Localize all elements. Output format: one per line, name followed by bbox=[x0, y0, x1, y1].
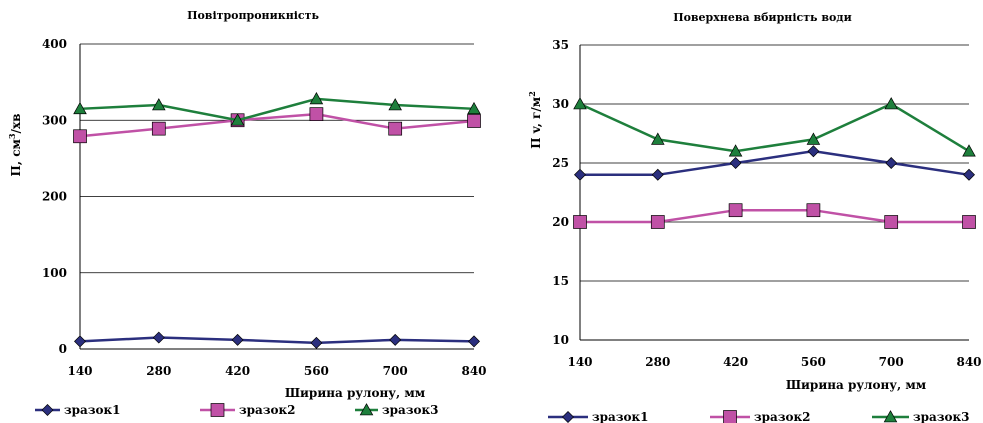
legend-item: зразок1 bbox=[35, 403, 121, 417]
y-tick-label: 300 bbox=[42, 113, 67, 127]
legend-marker bbox=[723, 410, 737, 423]
series-зразок2 bbox=[573, 203, 976, 229]
y-tick-label: 20 bbox=[552, 215, 569, 229]
series-line bbox=[579, 102, 970, 153]
data-point bbox=[73, 129, 87, 144]
data-point bbox=[152, 331, 165, 344]
y-tick-label: 400 bbox=[42, 37, 67, 51]
legend: зразок1 зразок2 зразок3 bbox=[35, 403, 439, 417]
data-point bbox=[962, 215, 976, 229]
data-point bbox=[230, 113, 245, 126]
legend-item: зразок3 bbox=[872, 410, 970, 423]
data-point bbox=[806, 132, 821, 145]
data-point bbox=[807, 145, 820, 158]
legend-item: зразок2 bbox=[200, 403, 296, 417]
x-tick-label: 280 bbox=[146, 364, 171, 378]
data-point bbox=[729, 157, 742, 169]
series-line bbox=[580, 208, 969, 224]
legend-marker bbox=[359, 403, 374, 416]
legend-label: зразок2 bbox=[239, 403, 296, 417]
series-зразок2 bbox=[73, 107, 481, 144]
legend-marker bbox=[41, 404, 54, 416]
chart-title: Повітропроникність bbox=[187, 9, 319, 22]
data-point bbox=[728, 203, 743, 218]
data-point bbox=[573, 215, 587, 229]
y-axis-label: П, см3/хв bbox=[7, 114, 23, 177]
data-point bbox=[574, 168, 586, 181]
series-зразок3 bbox=[573, 97, 976, 157]
x-tick-label: 140 bbox=[567, 355, 592, 369]
data-point bbox=[962, 144, 976, 157]
data-point bbox=[152, 98, 166, 111]
legend-label: зразок1 bbox=[64, 403, 121, 417]
x-axis-label: Ширина рулону, мм bbox=[285, 386, 426, 400]
legend: зразок1 зразок2 зразок3 bbox=[548, 410, 970, 423]
y-tick-label: 30 bbox=[552, 97, 569, 111]
data-point bbox=[388, 121, 403, 136]
data-point bbox=[468, 335, 480, 348]
x-tick-label: 700 bbox=[383, 364, 408, 378]
data-point bbox=[388, 98, 402, 111]
y-tick-label: 200 bbox=[42, 190, 67, 204]
series-line bbox=[79, 336, 475, 345]
x-tick-label: 840 bbox=[461, 364, 486, 378]
data-point bbox=[389, 333, 402, 346]
x-tick-label: 140 bbox=[67, 364, 92, 378]
legend-label: зразок3 bbox=[913, 410, 970, 423]
data-point bbox=[310, 336, 323, 349]
data-point bbox=[467, 101, 481, 115]
x-axis-label: Ширина рулону, мм bbox=[786, 378, 927, 392]
chart-title: Поверхнева вбирність води bbox=[673, 11, 852, 24]
data-point bbox=[309, 91, 324, 105]
data-point bbox=[806, 203, 821, 218]
y-tick-label: 10 bbox=[552, 333, 569, 347]
legend-label: зразок2 bbox=[754, 410, 811, 423]
data-point bbox=[651, 132, 665, 145]
series-line bbox=[79, 97, 475, 122]
y-tick-label: 0 bbox=[59, 342, 67, 356]
data-point bbox=[884, 97, 898, 110]
series-line bbox=[79, 112, 475, 138]
x-tick-label: 700 bbox=[879, 355, 904, 369]
data-point bbox=[151, 121, 166, 136]
data-point bbox=[884, 215, 899, 229]
data-point bbox=[651, 168, 664, 181]
series-зразок1 bbox=[574, 145, 975, 181]
data-point bbox=[231, 333, 244, 346]
chart-2: Поверхнева вбирність води 10 15 20 25 30 35 140… bbox=[527, 11, 982, 423]
y-tick-label: 100 bbox=[42, 266, 67, 280]
legend-item: зразок3 bbox=[355, 403, 439, 417]
x-tick-label: 560 bbox=[801, 355, 826, 369]
y-tick-label: 15 bbox=[552, 274, 569, 288]
data-point bbox=[885, 157, 898, 169]
x-tick-label: 420 bbox=[723, 355, 748, 369]
data-point bbox=[650, 215, 665, 229]
chart-1: Повітропроникність 0 100 200 300 400 140 280 420… bbox=[7, 9, 487, 417]
data-point bbox=[74, 335, 86, 348]
y-tick-label: 25 bbox=[552, 156, 569, 170]
legend-label: зразок3 bbox=[382, 403, 439, 417]
y-tick-label: 35 bbox=[552, 38, 569, 52]
legend-marker bbox=[562, 411, 574, 423]
y-axis-label: П v, г/м2 bbox=[527, 91, 543, 149]
data-point bbox=[309, 107, 324, 122]
x-tick-label: 560 bbox=[304, 364, 329, 378]
series-line bbox=[580, 149, 970, 177]
data-point bbox=[963, 168, 975, 181]
legend-item: зразок1 bbox=[548, 410, 649, 423]
legend-marker bbox=[210, 403, 225, 417]
legend-label: зразок1 bbox=[592, 410, 649, 423]
data-point bbox=[573, 97, 587, 110]
legend-marker bbox=[883, 410, 898, 423]
x-tick-label: 280 bbox=[645, 355, 670, 369]
legend-item: зразок2 bbox=[710, 410, 811, 423]
data-point bbox=[73, 101, 87, 115]
data-point bbox=[728, 144, 743, 157]
series-зразок3 bbox=[73, 91, 481, 126]
x-tick-label: 420 bbox=[225, 364, 250, 378]
data-point bbox=[467, 114, 481, 128]
series-зразок1 bbox=[74, 331, 480, 349]
x-tick-label: 840 bbox=[956, 355, 981, 369]
